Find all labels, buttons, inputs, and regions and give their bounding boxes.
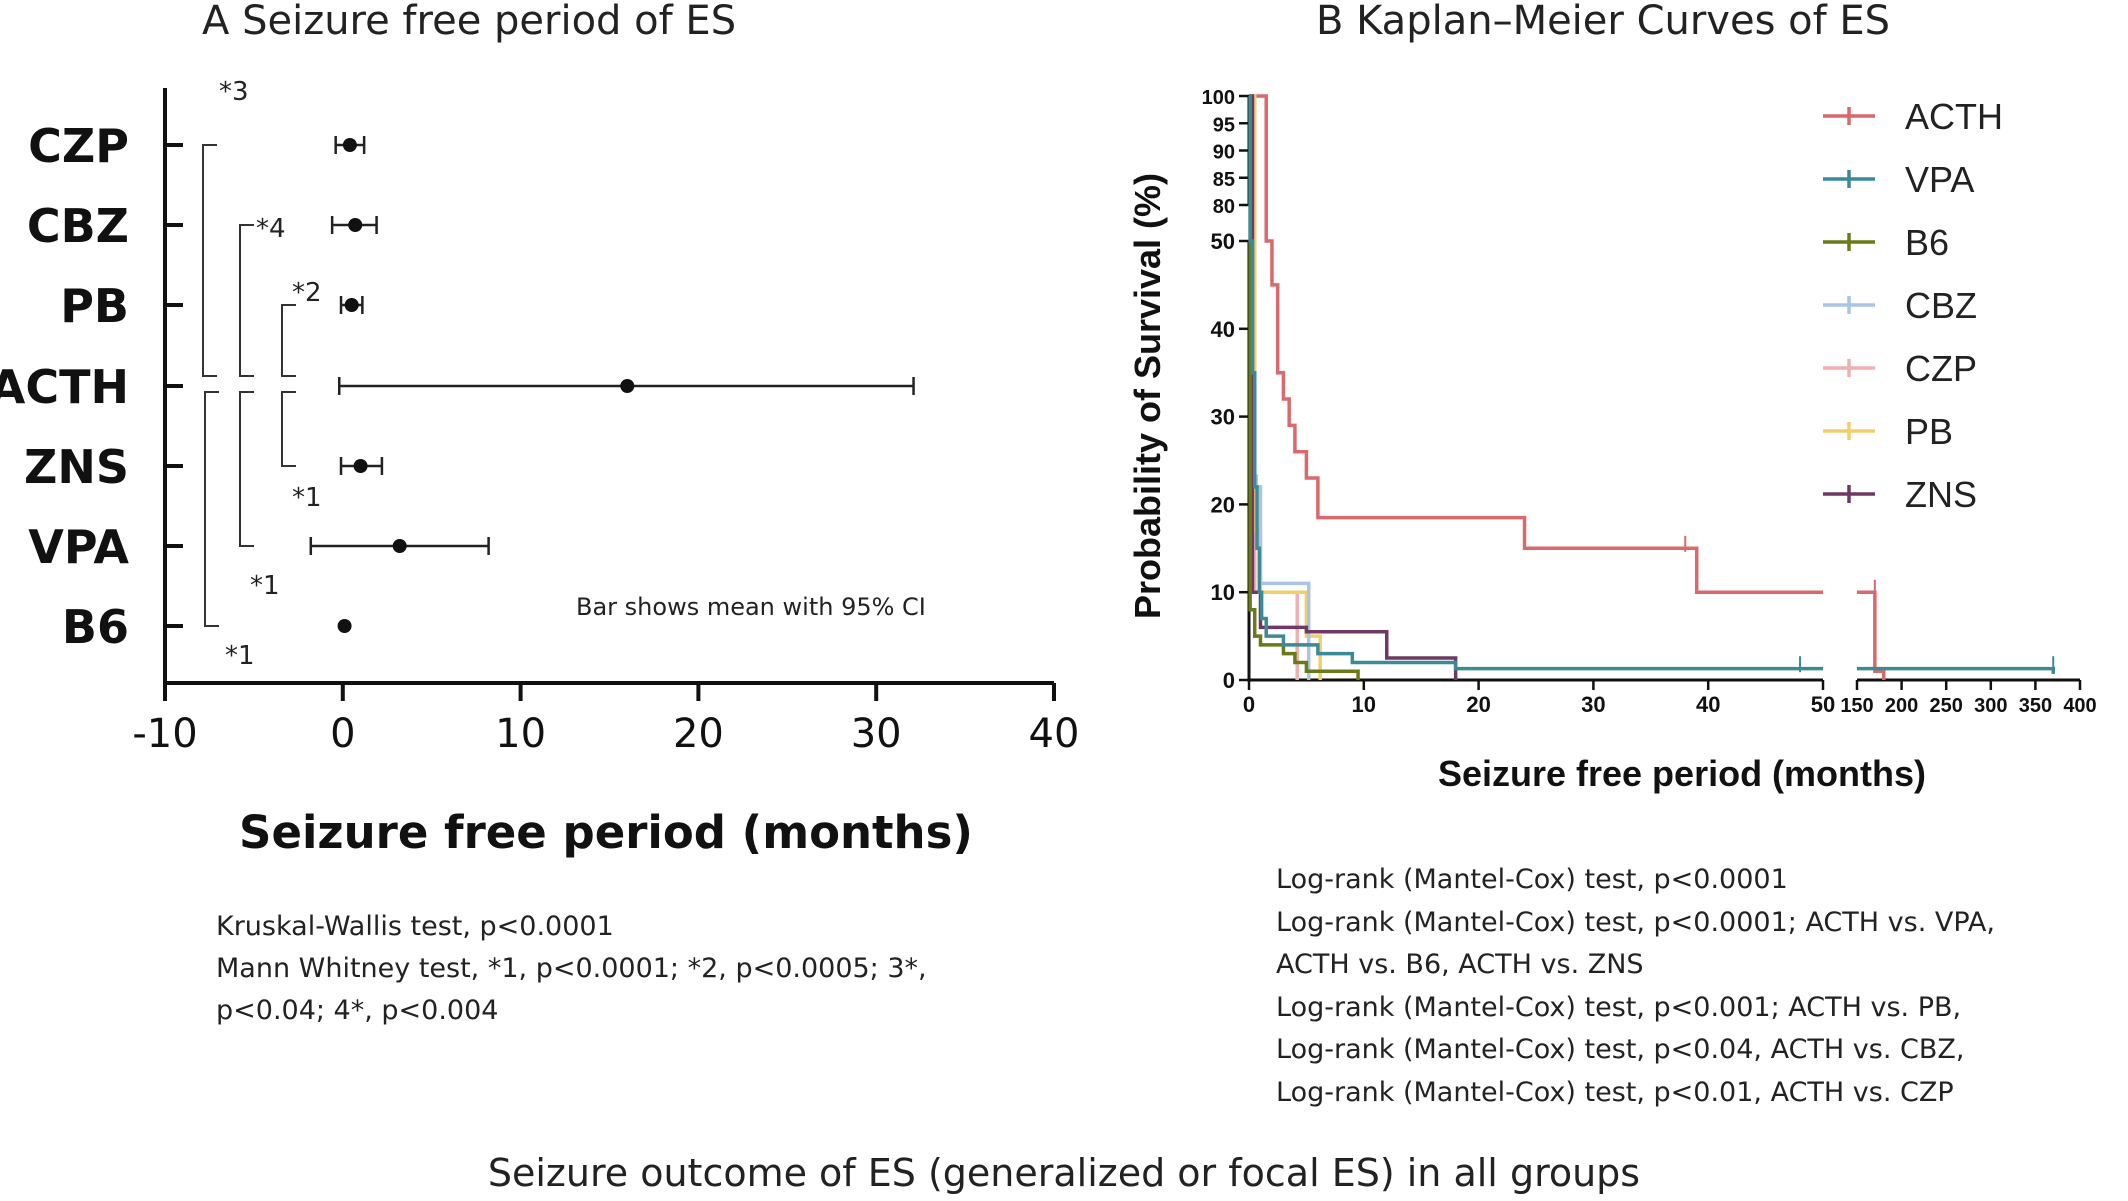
panel-b-x-right-tick-label: 250 [1930, 695, 1963, 717]
panel-a-mean-point [343, 138, 357, 152]
panel-b-x-left-tick-label: 50 [1811, 692, 1835, 717]
panel-a-mean-point [393, 539, 407, 553]
panel-b-y-lower-tick-label: 40 [1211, 317, 1235, 342]
panel-a-significance-label: *3 [219, 77, 249, 107]
legend-label-pb: PB [1905, 411, 1953, 452]
panel-a-category-label: ZNS [24, 440, 129, 494]
panel-a-mean-point [345, 298, 359, 312]
panel-b-x-left-tick-label: 30 [1581, 692, 1605, 717]
panel-a-significance-label: *1 [250, 571, 280, 601]
legend-label-zns: ZNS [1905, 474, 1977, 515]
panel-a-significance-bracket [240, 225, 254, 376]
panel-a-title: A Seizure free period of ES [202, 0, 736, 44]
panel-a-significance-bracket [282, 392, 296, 466]
panel-a-stats-line-2: Mann Whitney test, *1, p<0.0001; *2, p<0… [216, 953, 927, 984]
legend-label-b6: B6 [1905, 222, 1949, 263]
panel-b-stats-line-6: Log-rank (Mantel-Cox) test, p<0.01, ACTH… [1276, 1077, 1954, 1108]
figure-caption: Seizure outcome of ES (generalized or fo… [488, 1151, 1640, 1195]
panel-b-y-upper-tick-label: 85 [1213, 169, 1235, 191]
legend-swatch-czp [1823, 359, 1875, 377]
legend-swatch-acth [1823, 107, 1875, 125]
panel-a-category-label: ACTH [0, 360, 129, 414]
panel-a-stats-line-1: Kruskal-Wallis test, p<0.0001 [216, 911, 614, 942]
legend-swatch-cbz [1823, 296, 1875, 314]
panel-a-mean-point [354, 459, 368, 473]
panel-b-y-lower-tick-label: 50 [1211, 229, 1235, 254]
panel-a-significance-bracket [205, 392, 219, 626]
km-curve-acth [1857, 592, 1884, 680]
panel-a-annotation: Bar shows mean with 95% CI [576, 593, 926, 621]
km-curve-acth [1249, 96, 1823, 592]
panel-a-plot: -10 0 10 20 30 40 CZP CBZ PB ACTH ZNS VPA B6 *3 *4 *2 *1… [0, 77, 1079, 757]
panel-a-mean-point [620, 379, 634, 393]
panel-b-stats-line-3: ACTH vs. B6, ACTH vs. ZNS [1276, 949, 1644, 980]
panel-b-stats-line-2: Log-rank (Mantel-Cox) test, p<0.0001; AC… [1276, 907, 1995, 938]
panel-a-significance-bracket [240, 392, 254, 546]
panel-a-category-label: PB [60, 279, 129, 333]
panel-b-y-upper-tick-label: 95 [1213, 114, 1235, 136]
panel-a-significance-bracket [203, 145, 217, 376]
panel-a-x-tick-label: -10 [132, 711, 197, 757]
panel-a-x-tick-label: 40 [1029, 711, 1080, 757]
legend-label-vpa: VPA [1905, 159, 1974, 200]
panel-b-y-lower-tick-label: 20 [1211, 492, 1235, 517]
km-curve-vpa [1857, 669, 2053, 674]
panel-b-x-left-tick-label: 0 [1243, 692, 1255, 717]
panel-b-x-right-tick-label: 150 [1840, 695, 1873, 717]
panel-a-category-label: CBZ [27, 199, 129, 253]
figure: A Seizure free period of ES Seizure free… [0, 0, 2128, 1201]
panel-b-title: B Kaplan–Meier Curves of ES [1316, 0, 1890, 44]
panel-b-y-upper-tick-label: 100 [1202, 87, 1235, 109]
panel-b-y-lower-tick-label: 30 [1211, 405, 1235, 430]
panel-a-stats-line-3: p<0.04; 4*, p<0.004 [216, 995, 498, 1026]
panel-b-plot: 0 10 20 30 40 50 150 200 250 300 350 40001020304050… [1202, 87, 2097, 717]
legend-label-cbz: CBZ [1905, 285, 1977, 326]
legend-swatch-vpa [1823, 170, 1875, 188]
panel-b-x-right-tick-label: 350 [2019, 695, 2052, 717]
panel-b-stats-line-1: Log-rank (Mantel-Cox) test, p<0.0001 [1276, 864, 1788, 895]
km-curve-vpa [1249, 96, 1823, 669]
legend-label-czp: CZP [1905, 348, 1977, 389]
panel-b-x-right-tick-label: 300 [1974, 695, 2007, 717]
panel-a-significance-bracket [282, 305, 296, 376]
panel-b-x-right-tick-label: 200 [1885, 695, 1918, 717]
panel-b-x-left-tick-label: 20 [1466, 692, 1490, 717]
panel-a-significance-label: *2 [292, 278, 322, 308]
panel-b-x-right-tick-label: 400 [2063, 695, 2096, 717]
panel-a-mean-point [348, 218, 362, 232]
panel-a-category-label: CZP [28, 119, 129, 173]
panel-a-x-axis-label: Seizure free period (months) [239, 806, 973, 859]
panel-b-y-upper-tick-label: 90 [1213, 142, 1235, 164]
panel-a-x-tick-label: 30 [851, 711, 902, 757]
legend-swatch-b6 [1823, 233, 1875, 251]
legend-swatch-pb [1823, 422, 1875, 440]
panel-a-x-tick-label: 20 [673, 711, 724, 757]
panel-a-significance-label: *4 [256, 214, 286, 244]
panel-a-mean-point [338, 619, 352, 633]
panel-b-x-axis-label: Seizure free period (months) [1438, 753, 1926, 794]
legend-label-acth: ACTH [1905, 96, 2003, 137]
panel-a-x-tick-label: 0 [330, 711, 355, 757]
panel-a-x-tick-label: 10 [495, 711, 546, 757]
panel-b-y-axis-label: Probability of Survival (%) [1127, 173, 1168, 619]
panel-b-stats-line-4: Log-rank (Mantel-Cox) test, p<0.001; ACT… [1276, 992, 1961, 1023]
panel-b-y-lower-tick-label: 0 [1223, 668, 1235, 693]
panel-a-category-label: B6 [62, 600, 129, 654]
panel-b-y-lower-tick-label: 10 [1211, 580, 1235, 605]
legend-swatch-zns [1823, 485, 1875, 503]
panel-a-significance-label: *1 [292, 483, 322, 513]
panel-a-significance-label: *1 [225, 641, 255, 671]
panel-b-x-left-tick-label: 10 [1352, 692, 1376, 717]
panel-b-stats-line-5: Log-rank (Mantel-Cox) test, p<0.04, ACTH… [1276, 1034, 1964, 1065]
panel-b-y-upper-tick-label: 80 [1213, 196, 1235, 218]
panel-a-category-label: VPA [28, 520, 129, 574]
panel-b-x-left-tick-label: 40 [1696, 692, 1720, 717]
